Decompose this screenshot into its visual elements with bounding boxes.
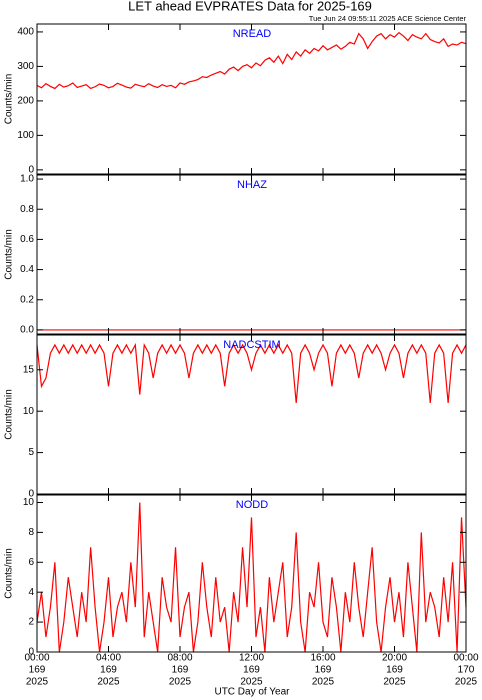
chart-subtitle: Tue Jun 24 09:55:11 2025 ACE Science Cen… xyxy=(309,14,467,23)
y-axis-label: Counts/min xyxy=(4,548,15,599)
x-tick-day: 169 xyxy=(172,665,189,676)
y-tick-label: 0.4 xyxy=(20,264,34,275)
y-tick-label: 0.8 xyxy=(20,204,34,215)
y-tick-label: 0 xyxy=(28,489,34,500)
data-line xyxy=(36,342,467,403)
y-tick-label: 400 xyxy=(17,27,34,38)
x-tick-year: 2025 xyxy=(240,677,263,688)
panel-frame xyxy=(36,23,467,175)
y-tick-label: 0 xyxy=(28,165,34,176)
y-axis-label: Counts/min xyxy=(4,74,15,125)
x-tick-label: 16:00 xyxy=(310,653,335,664)
x-tick-day: 169 xyxy=(315,665,332,676)
x-tick-day: 169 xyxy=(386,665,403,676)
panel-name: NODD xyxy=(236,499,268,511)
y-tick-label: 5 xyxy=(28,447,34,458)
panel-name: NHAZ xyxy=(237,179,267,191)
y-tick-label: 6 xyxy=(28,557,34,568)
y-tick-label: 300 xyxy=(17,61,34,72)
x-tick-year: 2025 xyxy=(97,677,120,688)
x-tick-year: 2025 xyxy=(383,677,406,688)
y-tick-label: 1.0 xyxy=(20,174,34,185)
y-tick-label: 0.0 xyxy=(20,325,34,336)
y-tick-label: 0.2 xyxy=(20,294,34,305)
x-tick-day: 169 xyxy=(29,665,46,676)
x-tick-label: 20:00 xyxy=(382,653,407,664)
x-tick-day: 169 xyxy=(243,665,260,676)
panel-frame xyxy=(36,174,467,335)
x-tick-day: 170 xyxy=(458,665,475,676)
panel-name: NADCSTIM xyxy=(223,339,280,351)
y-tick-label: 0.6 xyxy=(20,234,34,245)
x-tick-year: 2025 xyxy=(169,677,192,688)
data-line xyxy=(36,31,467,90)
panel-frame xyxy=(36,334,467,495)
y-tick-label: 10 xyxy=(23,497,35,508)
y-tick-label: 0 xyxy=(28,647,34,658)
x-tick-label: 00:00 xyxy=(453,653,478,664)
y-tick-label: 4 xyxy=(28,587,34,598)
y-tick-label: 2 xyxy=(28,617,34,628)
x-tick-label: 08:00 xyxy=(167,653,192,664)
data-line xyxy=(36,502,467,653)
x-tick-label: 00:00 xyxy=(24,653,49,664)
x-tick-year: 2025 xyxy=(455,677,478,688)
x-tick-year: 2025 xyxy=(26,677,49,688)
x-axis-label: UTC Day of Year xyxy=(214,687,290,698)
y-tick-label: 15 xyxy=(23,364,35,375)
chart-title: LET ahead EVPRATES Data for 2025-169 xyxy=(128,0,372,13)
panel-name: NREAD xyxy=(233,28,272,40)
y-tick-label: 10 xyxy=(23,406,35,417)
y-tick-label: 100 xyxy=(17,130,34,141)
y-tick-label: 8 xyxy=(28,527,34,538)
x-tick-label: 04:00 xyxy=(96,653,121,664)
y-axis-label: Counts/min xyxy=(4,229,15,280)
y-axis-label: Counts/min xyxy=(4,389,15,440)
x-tick-year: 2025 xyxy=(312,677,335,688)
x-tick-day: 169 xyxy=(100,665,117,676)
x-tick-label: 12:00 xyxy=(239,653,264,664)
y-tick-label: 200 xyxy=(17,96,34,107)
